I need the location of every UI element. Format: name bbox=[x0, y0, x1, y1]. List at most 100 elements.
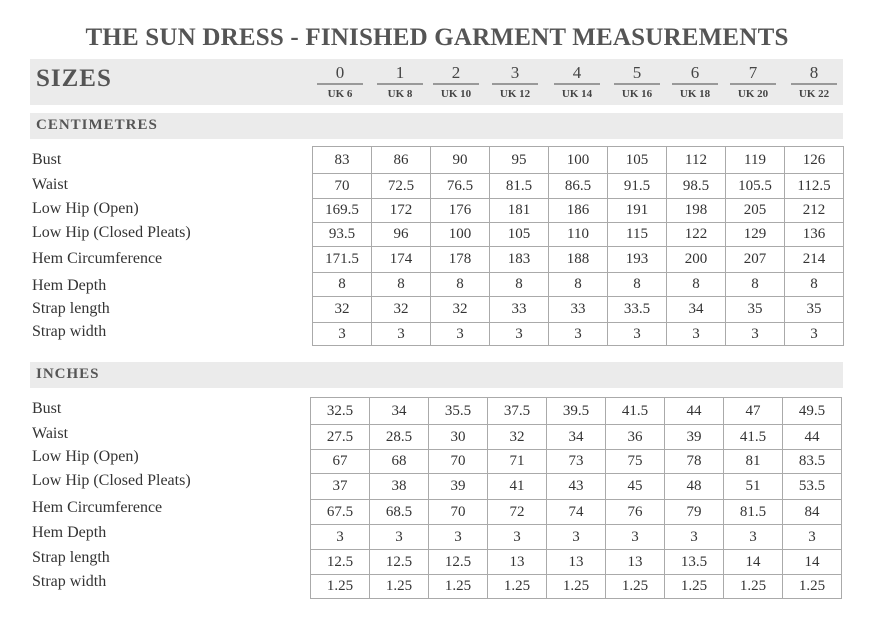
measurement-cell: 68.5 bbox=[369, 499, 429, 525]
measurement-cell: 1.25 bbox=[664, 574, 724, 599]
size-number: 6 bbox=[672, 63, 718, 85]
measurement-cell: 3 bbox=[487, 524, 547, 550]
measurement-cell: 32.5 bbox=[310, 397, 370, 425]
table-row: 70 72.5 76.5 81.5 86.5 91.5 98.5 105.5 112.5 bbox=[312, 173, 844, 199]
measurement-cell: 8 bbox=[371, 272, 431, 297]
measurement-cell: 33.5 bbox=[607, 296, 667, 323]
row-label: Bust bbox=[32, 400, 62, 417]
measurement-cell: 48 bbox=[664, 473, 724, 500]
measurement-cell: 1.25 bbox=[605, 574, 665, 599]
size-column: 2 UK 10 bbox=[433, 63, 479, 100]
table-row: 32 32 32 33 33 33.5 34 35 35 bbox=[312, 296, 844, 323]
measurement-cell: 44 bbox=[664, 397, 724, 425]
measurement-cell: 186 bbox=[548, 198, 608, 223]
measurement-cell: 41.5 bbox=[723, 424, 783, 450]
size-number: 0 bbox=[317, 63, 363, 85]
row-label: Waist bbox=[32, 425, 69, 442]
size-column: 0 UK 6 bbox=[317, 63, 363, 100]
measurement-cell: 32 bbox=[430, 296, 490, 323]
measurement-cell: 34 bbox=[369, 397, 429, 425]
measurement-cell: 93.5 bbox=[312, 222, 372, 247]
measurement-cell: 12.5 bbox=[428, 549, 488, 575]
measurement-cell: 1.25 bbox=[369, 574, 429, 599]
measurement-cell: 105 bbox=[489, 222, 549, 247]
table-row: 32.5 34 35.5 37.5 39.5 41.5 44 47 49.5 bbox=[310, 397, 842, 425]
row-label: Strap length bbox=[32, 300, 110, 317]
measurement-cell: 28.5 bbox=[369, 424, 429, 450]
measurement-cell: 37 bbox=[310, 473, 370, 500]
measurement-cell: 14 bbox=[723, 549, 783, 575]
measurement-cell: 39 bbox=[664, 424, 724, 450]
measurement-cell: 198 bbox=[666, 198, 726, 223]
measurement-cell: 3 bbox=[489, 322, 549, 346]
measurement-cell: 96 bbox=[371, 222, 431, 247]
measurement-cell: 3 bbox=[782, 524, 842, 550]
measurement-cell: 8 bbox=[784, 272, 844, 297]
measurement-cell: 181 bbox=[489, 198, 549, 223]
measurement-cell: 212 bbox=[784, 198, 844, 223]
measurement-cell: 70 bbox=[428, 499, 488, 525]
measurement-cell: 37.5 bbox=[487, 397, 547, 425]
measurement-cell: 13 bbox=[487, 549, 547, 575]
measurement-cell: 13 bbox=[546, 549, 606, 575]
measurement-cell: 3 bbox=[310, 524, 370, 550]
measurement-cell: 81.5 bbox=[723, 499, 783, 525]
measurement-cell: 172 bbox=[371, 198, 431, 223]
measurement-cell: 39.5 bbox=[546, 397, 606, 425]
measurement-cell: 53.5 bbox=[782, 473, 842, 500]
page-title: THE SUN DRESS - FINISHED GARMENT MEASURE… bbox=[85, 24, 789, 51]
measurement-cell: 8 bbox=[607, 272, 667, 297]
measurement-cell: 73 bbox=[546, 449, 606, 474]
measurement-cell: 33 bbox=[489, 296, 549, 323]
measurement-cell: 169.5 bbox=[312, 198, 372, 223]
measurement-cell: 30 bbox=[428, 424, 488, 450]
row-label: Bust bbox=[32, 151, 62, 168]
section-label-centimetres: CENTIMETRES bbox=[36, 117, 158, 133]
table-row: 12.5 12.5 12.5 13 13 13 13.5 14 14 bbox=[310, 549, 842, 575]
measurement-cell: 110 bbox=[548, 222, 608, 247]
measurement-cell: 1.25 bbox=[428, 574, 488, 599]
size-column: 8 UK 22 bbox=[791, 63, 837, 100]
measurement-cell: 12.5 bbox=[310, 549, 370, 575]
measurement-cell: 78 bbox=[664, 449, 724, 474]
row-label: Strap width bbox=[32, 573, 107, 590]
measurement-cell: 44 bbox=[782, 424, 842, 450]
measurement-cell: 74 bbox=[546, 499, 606, 525]
measurement-cell: 71 bbox=[487, 449, 547, 474]
measurement-cell: 67 bbox=[310, 449, 370, 474]
measurement-cell: 3 bbox=[723, 524, 783, 550]
uk-size: UK 22 bbox=[798, 88, 830, 100]
uk-size: UK 16 bbox=[621, 88, 653, 100]
measurement-cell: 32 bbox=[371, 296, 431, 323]
measurement-cell: 70 bbox=[428, 449, 488, 474]
uk-size: UK 12 bbox=[499, 88, 531, 100]
uk-size: UK 10 bbox=[440, 88, 472, 100]
measurement-cell: 1.25 bbox=[310, 574, 370, 599]
measurement-cell: 84 bbox=[782, 499, 842, 525]
measurement-cell: 1.25 bbox=[723, 574, 783, 599]
measurement-cell: 191 bbox=[607, 198, 667, 223]
measurement-cell: 27.5 bbox=[310, 424, 370, 450]
row-label: Hem Circumference bbox=[32, 250, 163, 267]
section-label-inches: INCHES bbox=[36, 366, 100, 382]
measurement-cell: 13 bbox=[605, 549, 665, 575]
centimetres-table: 83 86 90 95 100 105 112 119 126 70 72.5 76.5 81.5 86.… bbox=[312, 146, 844, 346]
measurement-cell: 171.5 bbox=[312, 246, 372, 273]
measurement-cell: 14 bbox=[782, 549, 842, 575]
measurement-cell: 178 bbox=[430, 246, 490, 273]
row-label: Strap width bbox=[32, 323, 107, 340]
row-label: Waist bbox=[32, 176, 69, 193]
measurement-cell: 8 bbox=[548, 272, 608, 297]
size-number: 5 bbox=[614, 63, 660, 85]
measurement-cell: 126 bbox=[784, 146, 844, 174]
measurement-cell: 105.5 bbox=[725, 173, 785, 199]
table-row: 27.5 28.5 30 32 34 36 39 41.5 44 bbox=[310, 424, 842, 450]
measurement-cell: 75 bbox=[605, 449, 665, 474]
measurement-cell: 8 bbox=[725, 272, 785, 297]
measurement-cell: 188 bbox=[548, 246, 608, 273]
measurement-cell: 36 bbox=[605, 424, 665, 450]
measurement-cell: 214 bbox=[784, 246, 844, 273]
